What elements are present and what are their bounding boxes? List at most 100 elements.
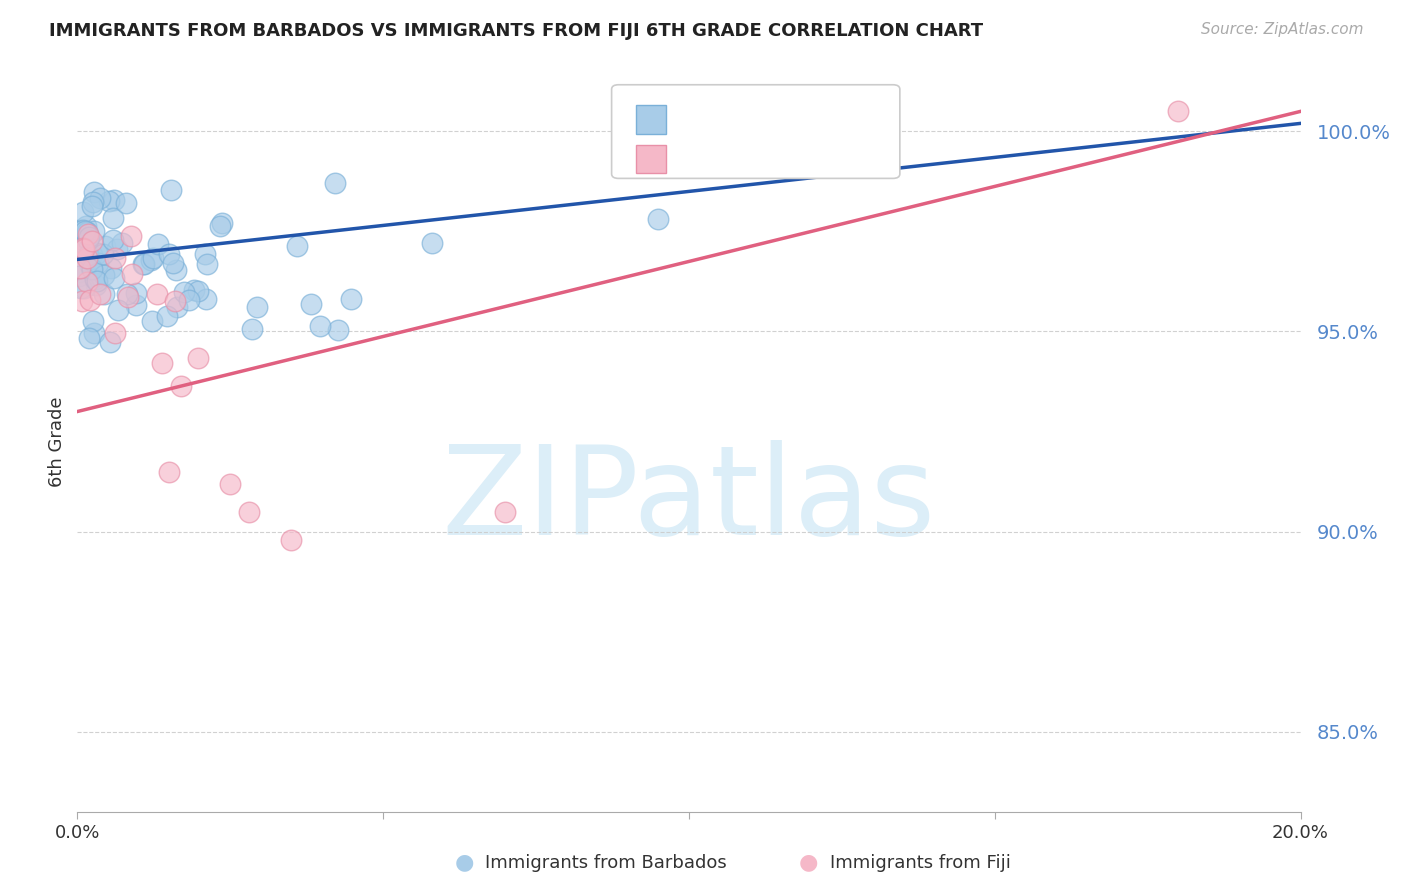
Point (121, 267, 143, 281)
Point (89, 191, 111, 205)
Point (246, 301, 269, 315)
Point (166, 300, 188, 314)
Point (94, 239, 117, 253)
Point (420, 236, 443, 251)
Text: R = 0.278   N = 26: R = 0.278 N = 26 (681, 149, 866, 169)
Point (75, 224, 97, 238)
Point (1167, 104, 1189, 119)
Point (326, 323, 349, 337)
Point (67, 222, 90, 236)
Text: Immigrants from Fiji: Immigrants from Fiji (830, 855, 1011, 872)
Point (80, 247, 103, 261)
Point (173, 285, 195, 299)
Point (150, 356, 173, 370)
Point (67, 240, 90, 254)
Point (76, 275, 98, 289)
Point (115, 286, 138, 301)
Point (157, 465, 180, 479)
Point (77, 248, 100, 262)
Point (280, 533, 302, 547)
Point (146, 286, 169, 301)
Point (107, 302, 129, 317)
Point (240, 322, 263, 336)
Point (91, 247, 114, 261)
Point (146, 237, 169, 252)
Point (104, 326, 127, 340)
Point (82, 314, 104, 328)
Point (209, 219, 232, 234)
Point (67, 265, 90, 279)
Point (69, 281, 91, 295)
Point (72, 293, 94, 308)
Point (157, 247, 180, 261)
Point (101, 211, 124, 225)
Point (647, 212, 669, 227)
Text: ZIPatlas: ZIPatlas (441, 441, 936, 561)
Point (83, 186, 105, 200)
Point (93, 286, 115, 301)
Point (80, 260, 103, 275)
Text: IMMIGRANTS FROM BARBADOS VS IMMIGRANTS FROM FIJI 6TH GRADE CORRELATION CHART: IMMIGRANTS FROM BARBADOS VS IMMIGRANTS F… (49, 22, 983, 40)
Point (84, 272, 107, 286)
Point (89, 286, 111, 301)
Point (101, 233, 124, 247)
Point (73, 280, 96, 294)
Point (80, 198, 103, 212)
Point (211, 216, 233, 230)
Point (103, 193, 125, 207)
Point (103, 271, 125, 285)
Point (72, 205, 94, 219)
Point (187, 284, 209, 298)
Point (77, 255, 100, 269)
Point (69, 261, 91, 276)
Point (82, 195, 104, 210)
Point (187, 351, 209, 366)
Point (73, 237, 96, 252)
Point (132, 257, 155, 271)
Point (87, 256, 110, 270)
Point (125, 285, 148, 300)
Point (75, 219, 97, 233)
Point (76, 225, 98, 239)
Point (100, 260, 122, 275)
Point (97, 194, 120, 209)
Point (82, 262, 104, 277)
Point (195, 256, 218, 270)
Point (83, 224, 105, 238)
Text: ●: ● (799, 853, 818, 872)
Point (105, 242, 128, 256)
Point (141, 314, 163, 328)
Point (159, 183, 181, 197)
Point (86, 274, 108, 288)
Point (93, 268, 115, 282)
Point (67, 268, 90, 283)
Point (165, 263, 187, 277)
Point (183, 283, 205, 297)
Point (72, 241, 94, 255)
Point (285, 239, 308, 253)
Point (77, 233, 100, 247)
Point (323, 176, 346, 190)
Point (125, 298, 148, 312)
Point (162, 256, 184, 270)
Point (163, 294, 186, 309)
Point (139, 252, 162, 267)
Point (339, 293, 361, 307)
Point (114, 195, 136, 210)
Point (77, 331, 100, 345)
Text: R = 0.195   N = 87: R = 0.195 N = 87 (681, 110, 866, 129)
Point (195, 293, 218, 307)
Point (73, 242, 96, 256)
Point (142, 251, 165, 265)
Point (104, 251, 127, 265)
Point (120, 229, 142, 244)
Point (299, 297, 322, 311)
Point (219, 476, 242, 491)
Point (238, 505, 260, 519)
Text: Immigrants from Barbados: Immigrants from Barbados (485, 855, 727, 872)
Point (82, 234, 104, 248)
Point (72, 223, 94, 237)
Point (77, 230, 100, 244)
Point (79, 293, 101, 308)
Point (100, 334, 122, 349)
